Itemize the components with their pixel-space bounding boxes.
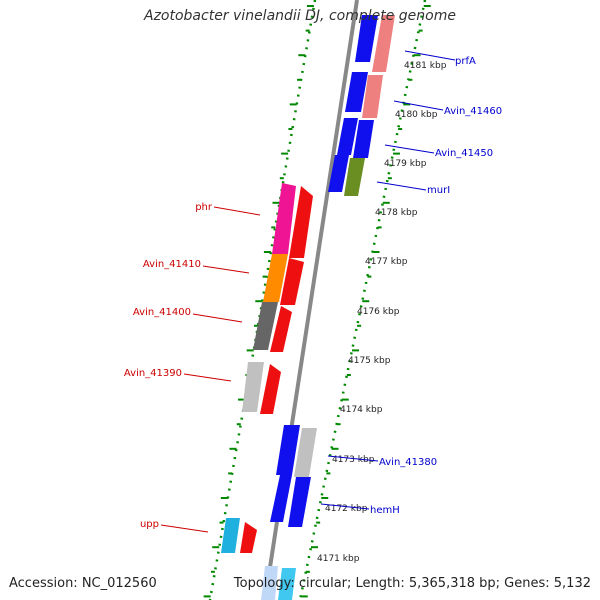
gene-block-upp-red[interactable] <box>240 522 257 553</box>
gene-label-phr[interactable]: phr <box>195 202 213 213</box>
scale-label: 4172 kbp <box>325 504 368 514</box>
right-tick-marks <box>300 5 431 598</box>
gene-block-avin41380-gray[interactable] <box>294 428 317 477</box>
leader-line <box>192 313 243 323</box>
gene-label-avin41410[interactable]: Avin_41410 <box>143 259 201 270</box>
gene-label-avin41380[interactable]: Avin_41380 <box>379 457 437 468</box>
scale-label: 4180 kbp <box>395 110 438 120</box>
gene-block-bottom-b[interactable] <box>278 568 296 600</box>
gene-block-prfA-related[interactable] <box>372 15 395 72</box>
gene-label-avin41450[interactable]: Avin_41450 <box>435 148 493 159</box>
leader-line <box>202 265 250 274</box>
gene-block-murI-blue[interactable] <box>328 155 349 192</box>
gene-block-avin41390-red[interactable] <box>260 364 281 414</box>
gene-block-hemH[interactable] <box>270 475 292 522</box>
scale-labels: 4181 kbp 4180 kbp 4179 kbp 4178 kbp 4177… <box>317 61 447 564</box>
gene-block-hemH-b[interactable] <box>288 477 311 527</box>
feature-track <box>221 15 395 600</box>
scale-label: 4179 kbp <box>384 159 427 169</box>
gene-block-avin41410[interactable] <box>263 254 288 302</box>
accession-label: Accession: NC_012560 <box>9 576 157 591</box>
leader-line <box>183 373 232 382</box>
gene-block-murI[interactable] <box>344 158 365 196</box>
scale-label: 4171 kbp <box>317 554 360 564</box>
gene-block-avin41460-related[interactable] <box>362 75 383 118</box>
gene-block-avin41380[interactable] <box>276 425 300 475</box>
gene-label-avin41460[interactable]: Avin_41460 <box>444 106 502 117</box>
gene-block-bottom-a[interactable] <box>261 566 278 600</box>
leader-line <box>320 503 370 510</box>
gene-block-upp[interactable] <box>221 518 240 553</box>
gene-label-avin41390[interactable]: Avin_41390 <box>124 368 182 379</box>
gene-block-phr-red[interactable] <box>289 186 313 258</box>
scale-label: 4178 kbp <box>375 208 418 218</box>
reverse-gene-labels: phr Avin_41410 Avin_41400 Avin_41390 upp <box>124 202 261 533</box>
scale-label: 4173 kbp <box>332 455 375 465</box>
gene-block-avin41400-red[interactable] <box>270 306 292 352</box>
scale-label: 4174 kbp <box>340 405 383 415</box>
topology-label: Topology: circular; Length: 5,365,318 bp… <box>233 576 591 591</box>
gene-label-prfA[interactable]: prfA <box>455 56 476 67</box>
leader-line <box>160 524 209 533</box>
gene-block-prfA[interactable] <box>355 15 378 62</box>
scale-label: 4181 kbp <box>404 61 447 71</box>
leader-line <box>376 181 427 191</box>
scale-label: 4177 kbp <box>365 257 408 267</box>
scale-label: 4176 kbp <box>357 307 400 317</box>
leader-line <box>327 455 379 462</box>
gene-block-avin41400[interactable] <box>253 302 278 350</box>
gene-label-upp[interactable]: upp <box>140 519 159 530</box>
gene-block-phr[interactable] <box>272 183 296 254</box>
left-tick-ring <box>208 0 317 600</box>
gene-block-avin41450b[interactable] <box>353 120 374 158</box>
gene-block-avin41410-red[interactable] <box>280 258 304 305</box>
scale-label: 4175 kbp <box>348 356 391 366</box>
forward-gene-labels: prfA Avin_41460 Avin_41450 murI Avin_413… <box>320 50 502 516</box>
gene-block-avin41390[interactable] <box>242 362 264 412</box>
leader-line <box>213 206 261 216</box>
gene-block-avin41460[interactable] <box>345 72 368 112</box>
leader-line <box>404 50 456 61</box>
gene-block-avin41450[interactable] <box>337 118 358 155</box>
gene-label-avin41400[interactable]: Avin_41400 <box>133 307 191 318</box>
left-tick-marks <box>203 5 314 598</box>
gene-label-hemH[interactable]: hemH <box>370 505 400 516</box>
map-title: Azotobacter vinelandii DJ, complete geno… <box>144 8 456 24</box>
gene-label-murI[interactable]: murI <box>427 185 450 196</box>
leader-line <box>393 100 444 111</box>
leader-line <box>384 144 435 154</box>
